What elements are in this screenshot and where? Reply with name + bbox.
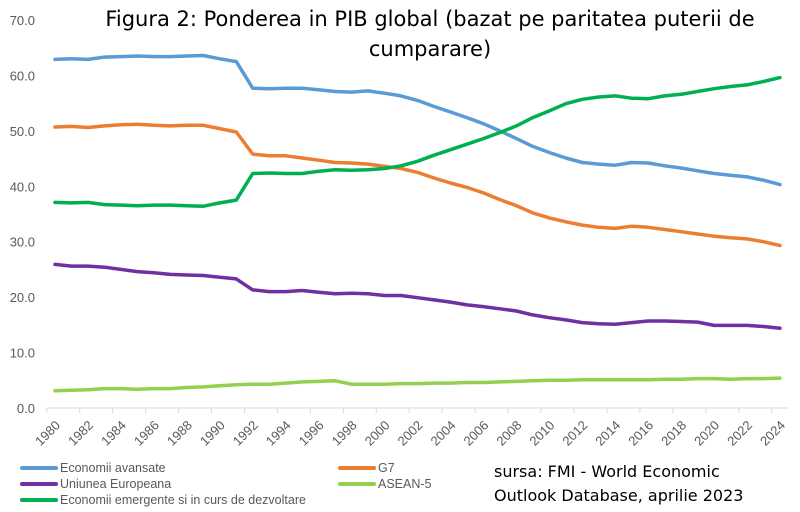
- x-tick-label: 2012: [559, 418, 590, 449]
- x-tick-label: 1982: [65, 418, 96, 449]
- x-tick-label: 2024: [757, 418, 788, 449]
- y-axis: 0.0 10.0 20.0 30.0 40.0 50.0 60.0 70.0: [10, 13, 35, 416]
- x-tick-label: 2008: [493, 418, 524, 449]
- x-tick-label: 1994: [263, 418, 294, 449]
- series-line-economii-emergente-si-in-curs-de-dezvoltare: [53, 75, 782, 208]
- legend-item-g7: G7: [338, 461, 395, 475]
- source-line-2: Outlook Database, aprilie 2023: [494, 486, 744, 505]
- x-tick-label: 1980: [32, 418, 63, 449]
- legend-swatch: [20, 482, 58, 486]
- x-tick-label: 1990: [197, 418, 228, 449]
- x-tick-label: 2002: [395, 418, 426, 449]
- x-tick-label: 1996: [296, 418, 327, 449]
- legend-label: Economii emergente si in curs de dezvolt…: [60, 493, 306, 507]
- source-line-1: sursa: FMI - World Economic: [494, 462, 720, 481]
- legend-item-uniunea-europeana: Uniunea Europeana: [20, 477, 171, 491]
- legend-label: G7: [378, 461, 395, 475]
- y-tick-label: 10.0: [10, 346, 35, 361]
- chart-title: Figura 2: Ponderea in PIB global (bazat …: [60, 4, 800, 64]
- legend-swatch: [338, 466, 376, 470]
- y-tick-label: 50.0: [10, 124, 35, 139]
- x-tick-label: 1988: [164, 418, 195, 449]
- y-tick-label: 40.0: [10, 179, 35, 194]
- legend-label: Uniunea Europeana: [60, 477, 172, 491]
- x-tick-label: 2006: [460, 418, 491, 449]
- legend-item-asean-5: ASEAN-5: [338, 477, 432, 491]
- x-tick-label: 1984: [98, 418, 129, 449]
- x-tick-label: 2022: [724, 418, 755, 449]
- series-line-asean-5: [53, 376, 782, 393]
- x-axis: 1980 1982 1984 1986 1988 1990 1992 1994 1996 1998…: [32, 407, 788, 449]
- x-tick-label: 2004: [428, 418, 459, 449]
- legend-label: ASEAN-5: [378, 477, 432, 491]
- x-tick-label: 2020: [691, 418, 722, 449]
- source-note: sursa: FMI - World Economic Outlook Data…: [494, 460, 743, 508]
- legend-swatch: [20, 466, 58, 470]
- y-tick-label: 30.0: [10, 235, 35, 250]
- legend-swatch: [20, 498, 58, 502]
- legend-item-economii-emergente: Economii emergente si in curs de dezvolt…: [20, 493, 306, 507]
- legend-swatch: [338, 482, 376, 486]
- series-lines: [53, 53, 782, 393]
- x-tick-label: 2000: [362, 418, 393, 449]
- y-tick-label: 70.0: [10, 13, 35, 28]
- series-line-g7: [53, 122, 782, 248]
- legend-item-economii-avansate: Economii avansate: [20, 461, 166, 475]
- x-tick-label: 1986: [131, 418, 162, 449]
- chart-title-line-2: cumparare): [368, 37, 492, 61]
- y-tick-label: 60.0: [10, 68, 35, 83]
- series-line-economii-avansate: [53, 53, 782, 187]
- series-line-uniunea-europeana: [53, 262, 782, 330]
- y-tick-label: 20.0: [10, 290, 35, 305]
- x-tick-label: 2010: [526, 418, 557, 449]
- x-tick-label: 2018: [658, 418, 689, 449]
- y-tick-label: 0.0: [17, 401, 35, 416]
- x-tick-label: 1992: [230, 418, 261, 449]
- legend-label: Economii avansate: [60, 461, 166, 475]
- x-tick-label: 2014: [592, 418, 623, 449]
- x-tick-label: 2016: [625, 418, 656, 449]
- chart-title-line-1: Figura 2: Ponderea in PIB global (bazat …: [105, 7, 755, 31]
- x-tick-label: 1998: [329, 418, 360, 449]
